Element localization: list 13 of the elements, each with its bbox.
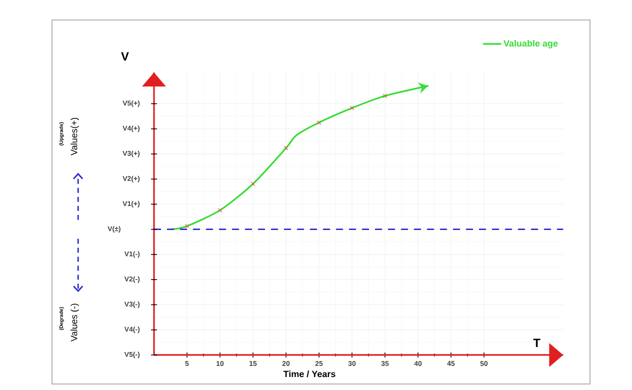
point	[350, 106, 354, 110]
point	[284, 146, 288, 150]
point	[382, 94, 388, 98]
annotation: T	[533, 338, 540, 348]
point	[316, 120, 322, 125]
x-axis-title: Time / Years	[283, 370, 336, 378]
point	[250, 182, 256, 186]
y-axis-title: V	[121, 52, 129, 60]
point	[218, 208, 222, 212]
text: Values(+)	[70, 118, 80, 156]
text: Values (-)	[70, 304, 80, 342]
legend-label: Valuable age	[504, 40, 558, 48]
point	[184, 224, 190, 228]
